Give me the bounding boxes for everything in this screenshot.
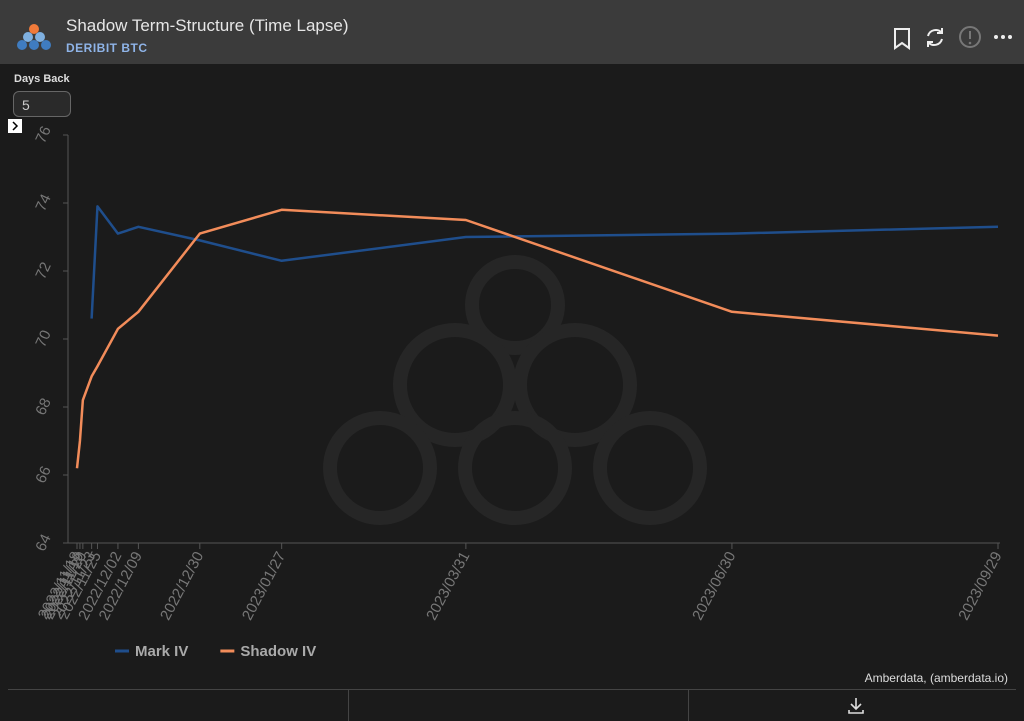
y-tick-label: 66 (32, 464, 54, 486)
y-tick-label: 68 (32, 396, 54, 418)
x-tick-label: 2022/12/30 (157, 549, 207, 623)
days-back-input[interactable]: 5 (13, 91, 71, 117)
logo (17, 24, 51, 50)
x-tick-label: 2023/09/29 (955, 549, 1005, 623)
widget-title: Shadow Term-Structure (Time Lapse) (66, 16, 349, 35)
y-tick-label: 72 (32, 260, 54, 282)
header: Shadow Term-Structure (Time Lapse) DERIB… (0, 0, 1024, 64)
collapse-toggle[interactable] (8, 119, 22, 133)
y-tick-label: 76 (32, 124, 54, 146)
divider (688, 690, 689, 721)
y-tick-label: 70 (32, 328, 54, 350)
widget-subtitle: DERIBIT BTC (66, 41, 148, 55)
bookmark-icon[interactable] (894, 28, 910, 50)
legend-label: Mark IV (135, 643, 188, 660)
x-tick-label: 2023/06/30 (689, 549, 739, 623)
toggle-arrow (12, 121, 19, 131)
series-line (75, 208, 999, 469)
x-tick-label: 2023/01/27 (239, 549, 289, 623)
footer-bar (8, 689, 1016, 721)
divider (348, 690, 349, 721)
y-tick-label: 74 (32, 192, 54, 214)
menu-icon[interactable] (994, 35, 1012, 39)
toolbar (894, 26, 1012, 50)
y-tick-label: 64 (32, 532, 54, 554)
x-tick-label: 2023/03/31 (423, 549, 473, 623)
credit: Amberdata, (amberdata.io) (864, 671, 1008, 685)
info-icon[interactable] (959, 26, 981, 48)
series-line (90, 205, 999, 319)
legend-label: Shadow IV (240, 643, 316, 660)
refresh-icon[interactable] (927, 28, 943, 47)
days-back-label: Days Back (14, 73, 70, 85)
watermark (323, 255, 707, 525)
chart: 646668707274762022/11/182022/11/192022/1… (8, 119, 1006, 660)
download-icon[interactable] (846, 696, 866, 716)
